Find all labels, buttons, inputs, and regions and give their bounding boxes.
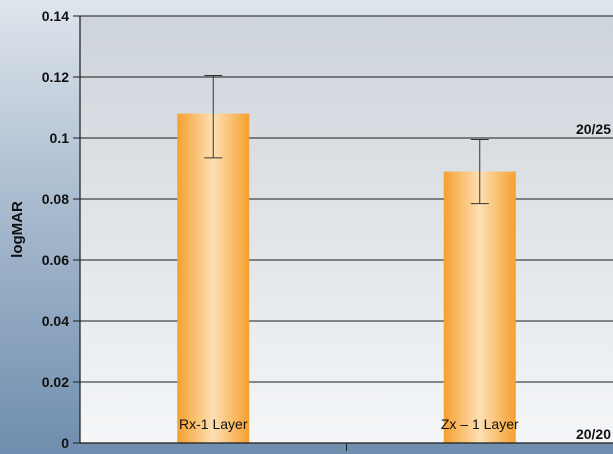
- y-tick-label: 0.04: [42, 313, 69, 329]
- reference-label: 20/20: [576, 426, 611, 442]
- y-tick-label: 0.1: [50, 130, 70, 146]
- y-tick-label: 0.06: [42, 252, 69, 268]
- y-tick-label: 0.14: [42, 8, 69, 24]
- bar: [443, 171, 516, 444]
- error-bar: [470, 139, 489, 205]
- category-label: Zx – 1 Layer: [441, 416, 519, 432]
- y-axis-label: logMAR: [9, 201, 26, 258]
- reference-label: 20/25: [576, 121, 611, 137]
- y-tick-label: 0.02: [42, 374, 69, 390]
- category-label: Rx-1 Layer: [179, 416, 248, 432]
- y-tick-label: 0.08: [42, 191, 69, 207]
- y-tick-label: 0.12: [42, 69, 69, 85]
- y-tick-label: 0: [61, 435, 69, 451]
- bar: [177, 113, 250, 443]
- plot-area: [80, 16, 613, 443]
- error-bar: [204, 74, 223, 159]
